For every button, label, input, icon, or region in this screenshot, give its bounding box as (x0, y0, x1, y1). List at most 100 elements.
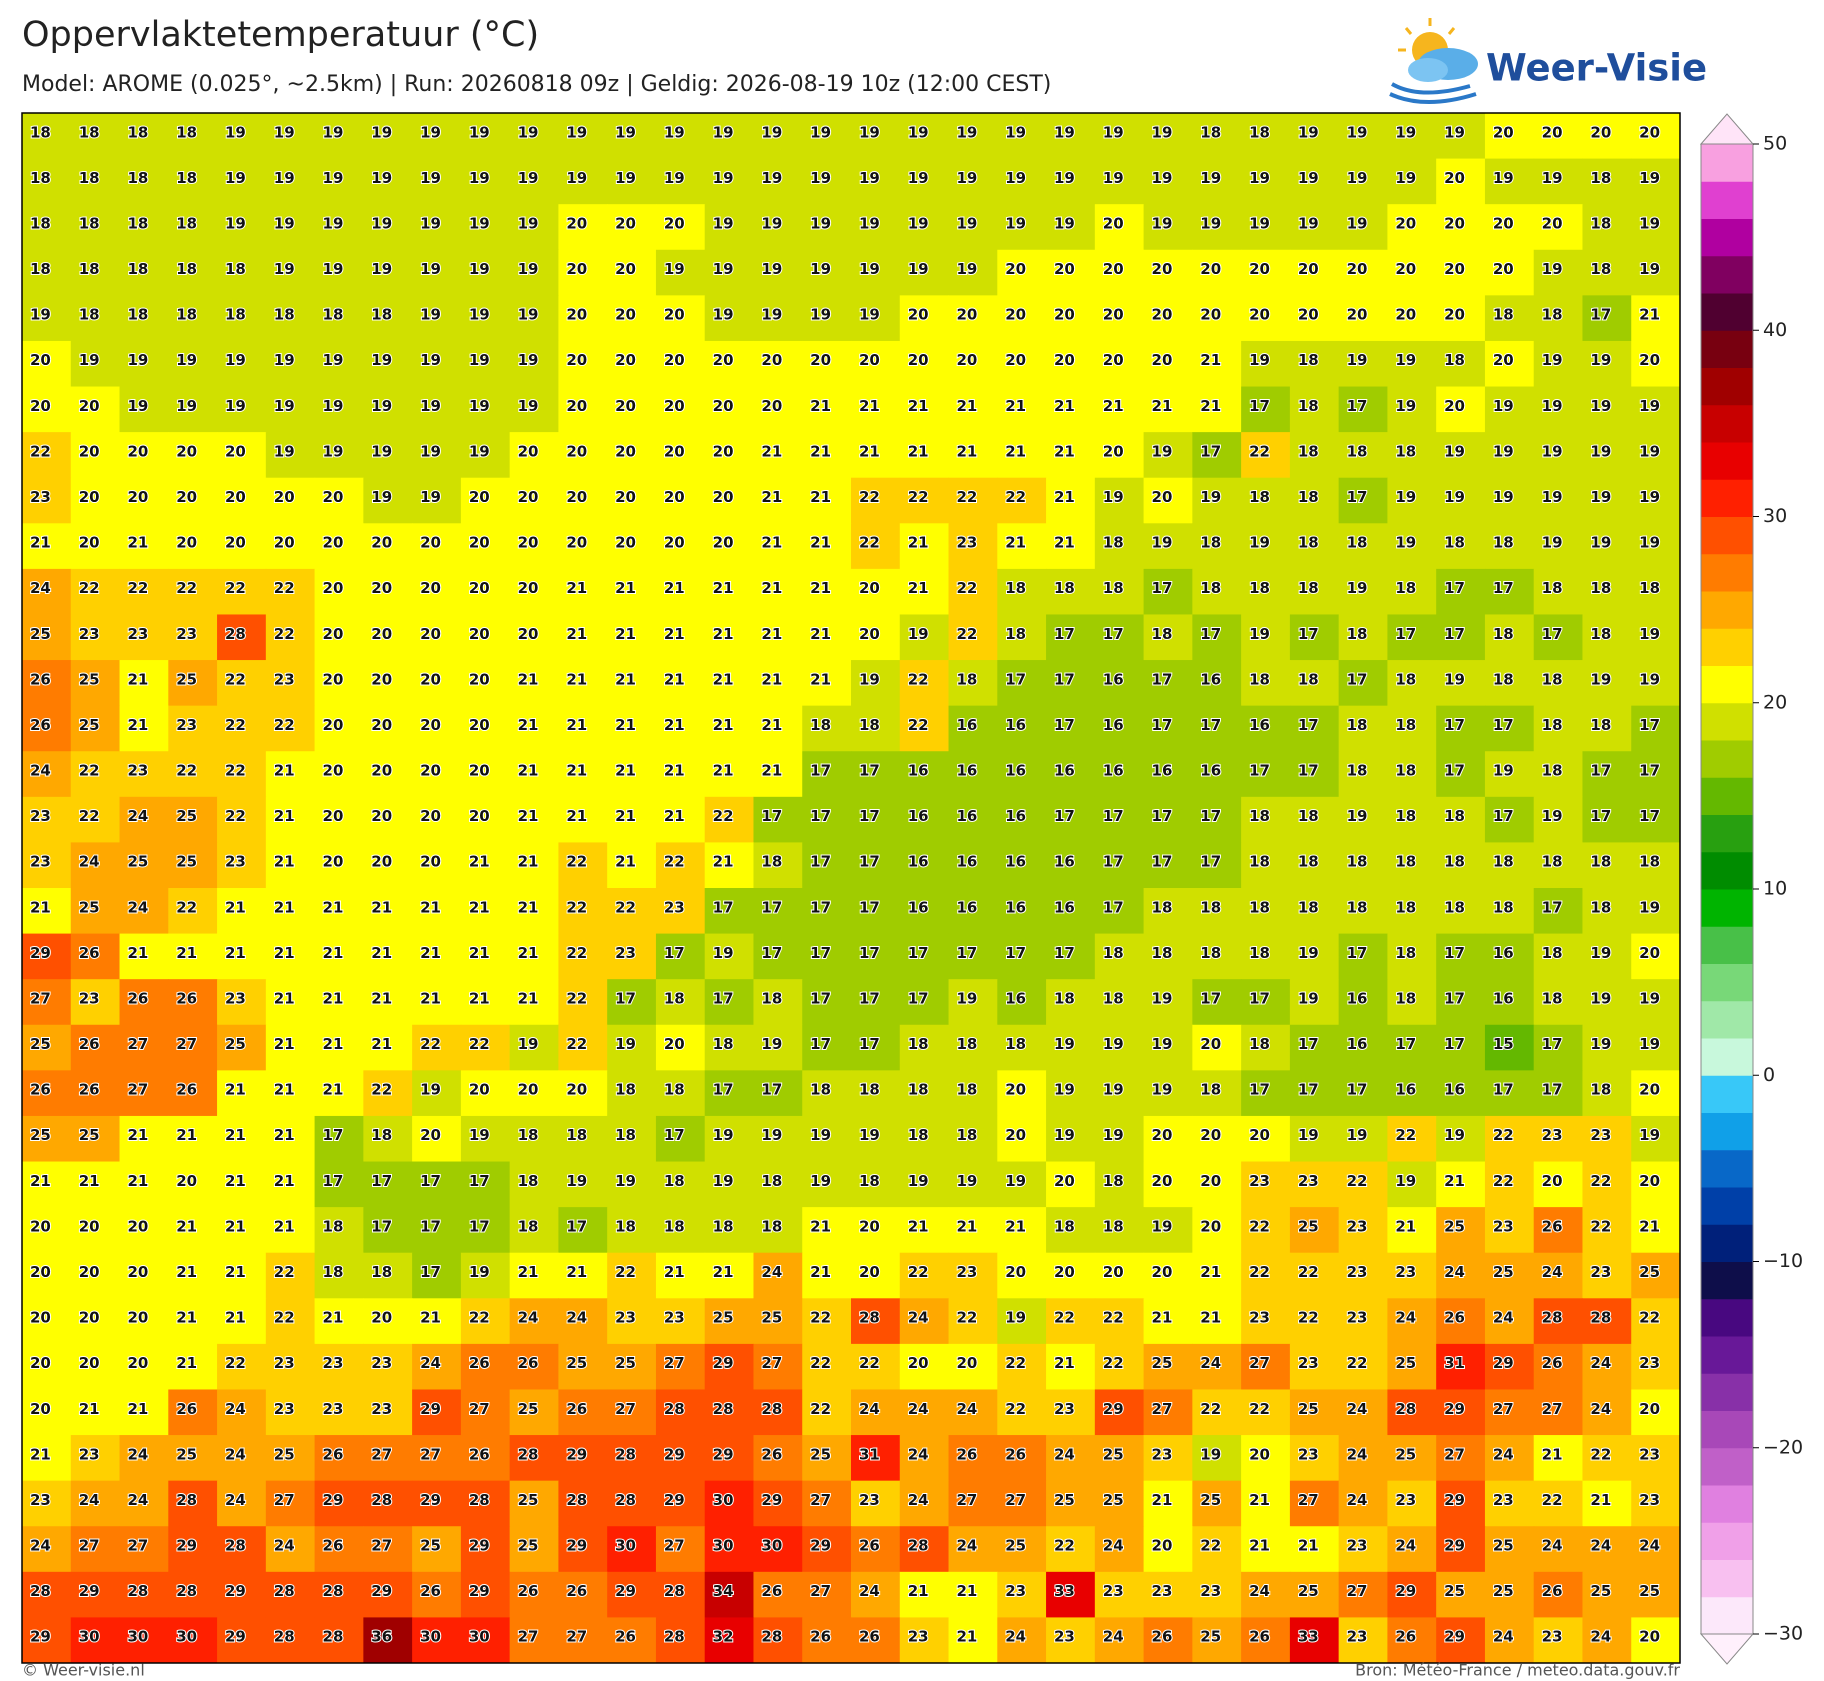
temperature-label: 17 (615, 989, 636, 1007)
temperature-label: 18 (1590, 579, 1611, 597)
temperature-label: 22 (225, 807, 246, 825)
temperature-label: 21 (225, 898, 246, 916)
temperature-cell (1046, 204, 1096, 251)
colorbar-level (1701, 963, 1753, 1002)
temperature-label: 20 (1152, 260, 1173, 278)
temperature-cell (265, 113, 316, 160)
temperature-label: 19 (1152, 989, 1173, 1007)
colorbar-level (1701, 1038, 1753, 1076)
temperature-label: 19 (1639, 625, 1660, 643)
temperature-label: 29 (1103, 1400, 1124, 1418)
temperature-label: 16 (1152, 762, 1173, 780)
temperature-cell (412, 568, 462, 615)
temperature-label: 21 (1200, 397, 1221, 415)
temperature-cell (1533, 386, 1583, 433)
temperature-label: 20 (323, 625, 344, 643)
temperature-cell (1436, 751, 1486, 798)
temperature-label: 20 (176, 442, 197, 460)
temperature-cell (1046, 386, 1096, 433)
temperature-label: 23 (1200, 1582, 1221, 1600)
temperature-label: 19 (1639, 1126, 1660, 1144)
temperature-label: 19 (956, 169, 977, 187)
temperature-label: 17 (859, 989, 880, 1007)
temperature-label: 20 (1054, 1172, 1075, 1190)
temperature-cell (265, 295, 316, 342)
temperature-label: 19 (1395, 169, 1416, 187)
temperature-cell (1484, 386, 1535, 433)
temperature-label: 18 (664, 1217, 685, 1235)
temperature-cell (1338, 158, 1388, 205)
temperature-label: 19 (1639, 442, 1660, 460)
temperature-label: 18 (1395, 853, 1416, 871)
temperature-label: 22 (469, 1309, 490, 1327)
temperature-label: 18 (518, 1172, 539, 1190)
temperature-label: 21 (1542, 1445, 1563, 1463)
temperature-label: 20 (371, 853, 392, 871)
temperature-cell (1387, 660, 1437, 707)
temperature-label: 20 (30, 1354, 51, 1372)
temperature-cell (1046, 842, 1096, 889)
temperature-label: 23 (1639, 1354, 1660, 1372)
temperature-label: 19 (859, 670, 880, 688)
temperature-cell (217, 796, 267, 843)
colorbar-level (1701, 144, 1753, 182)
temperature-label: 20 (908, 351, 929, 369)
temperature-label: 28 (859, 1309, 880, 1327)
temperature-label: 23 (1005, 1582, 1026, 1600)
temperature-label: 20 (1395, 260, 1416, 278)
temperature-cell (655, 660, 706, 707)
temperature-label: 22 (859, 534, 880, 552)
temperature-label: 19 (908, 625, 929, 643)
temperature-label: 19 (1298, 1126, 1319, 1144)
temperature-label: 23 (956, 1263, 977, 1281)
temperature-label: 20 (859, 1217, 880, 1235)
temperature-label: 25 (420, 1537, 441, 1555)
temperature-cell (802, 386, 852, 433)
temperature-label: 20 (323, 762, 344, 780)
temperature-label: 16 (956, 898, 977, 916)
temperature-label: 28 (469, 1491, 490, 1509)
temperature-label: 27 (127, 1537, 148, 1555)
temperature-label: 21 (30, 534, 51, 552)
temperature-label: 19 (1590, 989, 1611, 1007)
temperature-label: 28 (566, 1491, 587, 1509)
temperature-cell (265, 204, 316, 251)
temperature-label: 20 (566, 488, 587, 506)
temperature-label: 19 (615, 169, 636, 187)
temperature-cell (753, 751, 803, 798)
temperature-label: 21 (810, 579, 831, 597)
temperature-cell (460, 386, 511, 433)
temperature-label: 28 (274, 1582, 295, 1600)
temperature-cell (1241, 432, 1291, 479)
temperature-label: 19 (420, 214, 441, 232)
temperature-label: 21 (908, 579, 929, 597)
colorbar-level (1701, 442, 1753, 480)
temperature-cell (1046, 340, 1096, 388)
temperature-cell (1338, 842, 1388, 889)
temperature-cell (460, 660, 511, 707)
temperature-label: 21 (1444, 1172, 1465, 1190)
temperature-cell (1631, 523, 1681, 570)
temperature-label: 19 (420, 169, 441, 187)
temperature-label: 23 (615, 1309, 636, 1327)
temperature-label: 20 (469, 579, 490, 597)
temperature-label: 20 (127, 442, 148, 460)
temperature-cell (22, 386, 72, 433)
temperature-cell (70, 295, 121, 342)
temperature-label: 20 (420, 670, 441, 688)
temperature-label: 24 (761, 1263, 782, 1281)
temperature-label: 19 (810, 123, 831, 141)
temperature-label: 17 (1395, 625, 1416, 643)
temperature-cell (70, 796, 121, 843)
temperature-cell (460, 295, 511, 342)
temperature-cell (997, 386, 1047, 433)
temperature-label: 20 (761, 351, 782, 369)
temperature-label: 25 (1493, 1537, 1514, 1555)
temperature-label: 21 (713, 716, 734, 734)
temperature-label: 24 (1054, 1445, 1075, 1463)
temperature-label: 19 (469, 123, 490, 141)
temperature-cell (607, 204, 657, 251)
temperature-label: 18 (956, 1035, 977, 1053)
temperature-label: 17 (1298, 716, 1319, 734)
temperature-label: 26 (518, 1354, 539, 1372)
